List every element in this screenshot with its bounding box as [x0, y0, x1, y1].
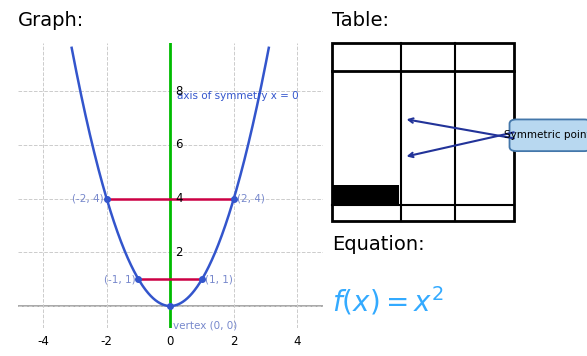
Text: -2: -2 [360, 171, 373, 181]
Text: Graph:: Graph: [18, 11, 84, 30]
Text: 1: 1 [425, 114, 431, 124]
Text: 4: 4 [425, 95, 431, 105]
Text: 0: 0 [363, 133, 369, 143]
Text: 2: 2 [363, 95, 369, 105]
Text: 6: 6 [175, 138, 183, 151]
Text: Symmetric points: Symmetric points [504, 130, 587, 140]
Text: 1: 1 [363, 114, 369, 124]
Text: -3: -3 [360, 190, 373, 200]
Text: 2: 2 [175, 246, 183, 259]
Text: (-2, 4): (-2, 4) [72, 194, 103, 204]
Text: (1, 1): (1, 1) [205, 274, 233, 284]
Text: X= -3: X= -3 [339, 208, 372, 218]
Text: 0: 0 [425, 133, 431, 143]
Text: (-1, 1): (-1, 1) [104, 274, 135, 284]
Text: X: X [363, 51, 370, 63]
Text: axis of symmetry x = 0: axis of symmetry x = 0 [177, 91, 298, 101]
Text: 4: 4 [425, 171, 431, 181]
Text: 8: 8 [175, 85, 183, 98]
Text: vertex (0, 0): vertex (0, 0) [173, 321, 238, 331]
Text: 4: 4 [175, 192, 183, 205]
Text: 9: 9 [425, 76, 431, 86]
Text: 1: 1 [425, 152, 431, 162]
Text: 3: 3 [363, 76, 369, 86]
Text: 9: 9 [425, 190, 431, 200]
Text: Equation:: Equation: [332, 235, 424, 254]
Text: $f(x) = x^2$: $f(x) = x^2$ [332, 285, 444, 318]
Text: -1: -1 [360, 152, 373, 162]
Text: (2, 4): (2, 4) [237, 194, 265, 204]
Text: Table:: Table: [332, 11, 389, 30]
Text: Y₁: Y₁ [421, 51, 436, 63]
